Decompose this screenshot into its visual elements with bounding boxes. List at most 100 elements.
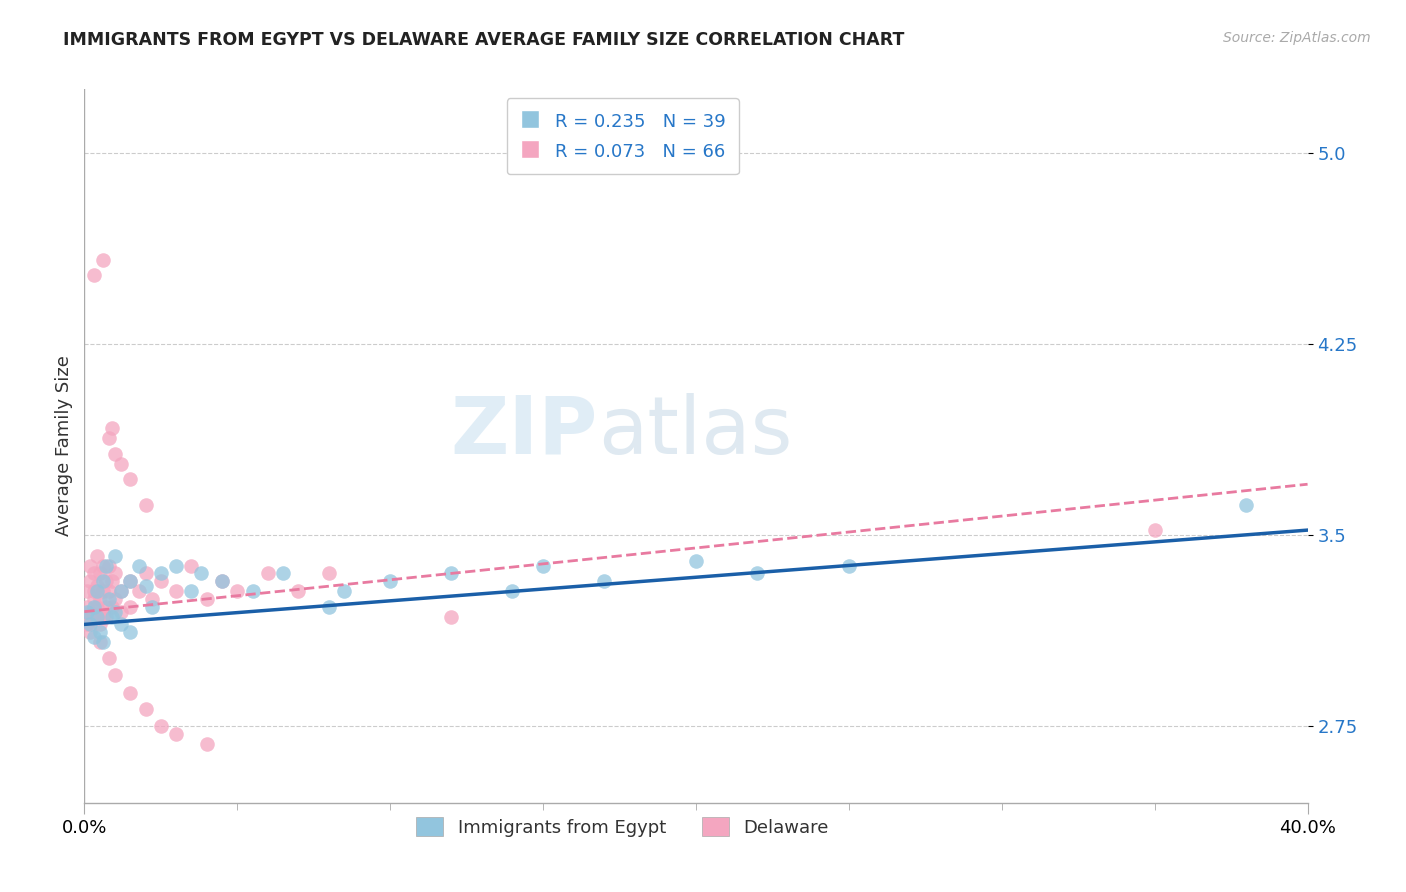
Point — [79, 574, 101, 588]
Point — [120, 472, 142, 486]
Point — [502, 584, 524, 599]
Point — [211, 574, 233, 588]
Point — [165, 727, 187, 741]
Point — [120, 625, 142, 640]
Point — [97, 558, 120, 573]
Point — [89, 605, 111, 619]
Point — [333, 584, 356, 599]
Point — [1236, 498, 1258, 512]
Point — [83, 591, 105, 606]
Point — [593, 574, 616, 588]
Point — [110, 605, 132, 619]
Point — [83, 584, 105, 599]
Point — [141, 591, 163, 606]
Point — [86, 584, 108, 599]
Point — [91, 574, 114, 588]
Point — [531, 558, 554, 573]
Point — [104, 447, 127, 461]
Point — [91, 635, 114, 649]
Point — [89, 625, 111, 640]
Point — [79, 558, 101, 573]
Point — [101, 574, 124, 588]
Point — [128, 558, 150, 573]
Point — [79, 605, 101, 619]
Point — [180, 584, 202, 599]
Point — [97, 431, 120, 445]
Point — [120, 574, 142, 588]
Point — [86, 579, 108, 593]
Point — [165, 558, 187, 573]
Point — [104, 605, 127, 619]
Point — [89, 591, 111, 606]
Point — [104, 549, 127, 563]
Text: IMMIGRANTS FROM EGYPT VS DELAWARE AVERAGE FAMILY SIZE CORRELATION CHART: IMMIGRANTS FROM EGYPT VS DELAWARE AVERAG… — [63, 31, 904, 49]
Point — [318, 599, 340, 614]
Text: atlas: atlas — [598, 392, 793, 471]
Point — [110, 584, 132, 599]
Point — [195, 737, 218, 751]
Point — [180, 558, 202, 573]
Point — [86, 609, 108, 624]
Point — [97, 591, 120, 606]
Point — [94, 609, 117, 624]
Text: Source: ZipAtlas.com: Source: ZipAtlas.com — [1223, 31, 1371, 45]
Point — [83, 609, 105, 624]
Point — [120, 686, 142, 700]
Point — [128, 584, 150, 599]
Point — [76, 584, 98, 599]
Point — [83, 599, 105, 614]
Point — [101, 421, 124, 435]
Point — [165, 584, 187, 599]
Point — [86, 599, 108, 614]
Point — [110, 617, 132, 632]
Point — [318, 566, 340, 581]
Point — [149, 574, 172, 588]
Point — [94, 558, 117, 573]
Point — [135, 498, 157, 512]
Point — [79, 617, 101, 632]
Point — [1143, 523, 1166, 537]
Point — [120, 599, 142, 614]
Point — [141, 599, 163, 614]
Point — [257, 566, 280, 581]
Point — [838, 558, 860, 573]
Point — [83, 268, 105, 283]
Point — [76, 609, 98, 624]
Point — [135, 566, 157, 581]
Point — [91, 584, 114, 599]
Point — [76, 605, 98, 619]
Point — [271, 566, 294, 581]
Point — [135, 701, 157, 715]
Point — [110, 457, 132, 471]
Point — [91, 252, 114, 267]
Point — [89, 566, 111, 581]
Point — [104, 591, 127, 606]
Point — [97, 650, 120, 665]
Point — [120, 574, 142, 588]
Point — [89, 635, 111, 649]
Point — [110, 584, 132, 599]
Point — [104, 668, 127, 682]
Point — [94, 599, 117, 614]
Point — [149, 719, 172, 733]
Y-axis label: Average Family Size: Average Family Size — [55, 356, 73, 536]
Legend: Immigrants from Egypt, Delaware: Immigrants from Egypt, Delaware — [409, 810, 837, 844]
Point — [287, 584, 309, 599]
Point — [91, 558, 114, 573]
Point — [135, 579, 157, 593]
Point — [86, 609, 108, 624]
Point — [101, 609, 124, 624]
Point — [195, 591, 218, 606]
Point — [104, 566, 127, 581]
Point — [89, 617, 111, 632]
Point — [101, 599, 124, 614]
Point — [83, 566, 105, 581]
Point — [685, 554, 707, 568]
Point — [190, 566, 212, 581]
Point — [91, 609, 114, 624]
Point — [79, 625, 101, 640]
Point — [242, 584, 264, 599]
Point — [83, 630, 105, 644]
Point — [76, 617, 98, 632]
Text: ZIP: ZIP — [451, 392, 598, 471]
